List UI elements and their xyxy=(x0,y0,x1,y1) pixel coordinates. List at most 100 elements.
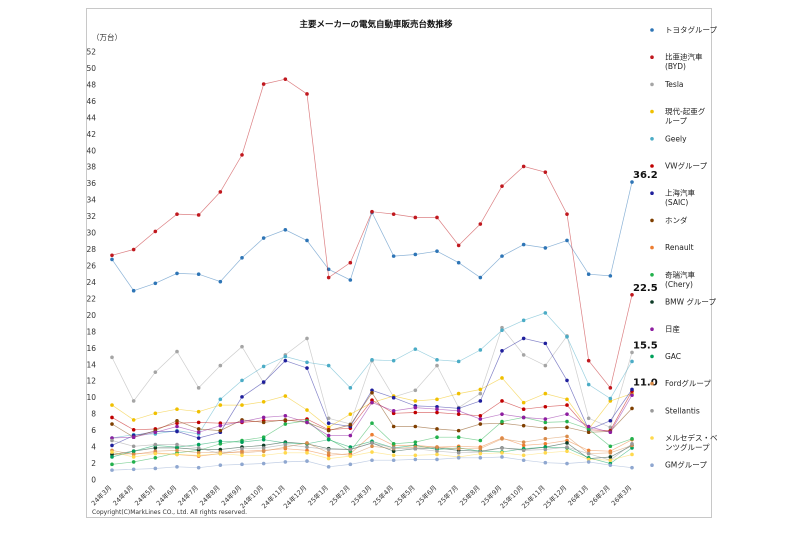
data-point xyxy=(131,418,136,422)
y-tick-label: 52 xyxy=(86,48,96,57)
data-point xyxy=(305,366,309,370)
legend-label: Fordグループ xyxy=(665,378,711,388)
x-tick-label: 24年6月 xyxy=(154,483,178,507)
data-point xyxy=(153,455,158,460)
data-point xyxy=(348,462,353,467)
data-point xyxy=(370,421,374,426)
data-point xyxy=(391,395,396,400)
legend-marker xyxy=(650,463,654,468)
data-point xyxy=(608,399,613,403)
data-point xyxy=(500,348,504,353)
data-point xyxy=(110,452,114,457)
y-tick-label: 4 xyxy=(91,443,96,452)
data-point xyxy=(153,449,158,453)
data-point xyxy=(370,432,374,437)
legend-label: VWグループ xyxy=(665,161,708,171)
legend-marker xyxy=(650,55,654,59)
data-point xyxy=(370,444,374,449)
data-point xyxy=(261,364,266,369)
data-point xyxy=(153,446,158,450)
data-point xyxy=(478,422,483,426)
legend-label: 上海汽車 xyxy=(665,188,695,198)
data-point xyxy=(500,376,504,380)
data-point xyxy=(218,463,223,467)
data-point xyxy=(478,275,483,280)
data-point xyxy=(391,458,396,463)
y-tick-label: 18 xyxy=(86,327,96,336)
data-point xyxy=(348,412,353,416)
data-point xyxy=(131,455,136,459)
data-point xyxy=(175,271,179,276)
data-point xyxy=(586,382,591,387)
data-point xyxy=(478,348,483,352)
data-point xyxy=(543,437,548,441)
data-point xyxy=(240,440,244,444)
data-point xyxy=(543,445,548,449)
data-point xyxy=(565,461,569,466)
data-point xyxy=(196,451,201,455)
data-point xyxy=(608,430,613,435)
y-tick-label: 46 xyxy=(86,97,96,106)
data-point xyxy=(521,448,526,453)
data-point xyxy=(391,254,396,258)
data-point xyxy=(305,238,309,243)
data-point xyxy=(240,419,244,424)
data-point xyxy=(305,420,309,425)
y-tick-label: 2 xyxy=(91,459,96,468)
y-tick-label: 36 xyxy=(86,179,96,188)
data-point xyxy=(500,254,504,258)
y-tick-label: 42 xyxy=(86,130,96,139)
data-point xyxy=(110,436,114,440)
data-point xyxy=(175,452,179,457)
data-point xyxy=(131,435,136,440)
data-point xyxy=(391,212,396,216)
data-point xyxy=(240,255,244,260)
y-tick-label: 30 xyxy=(86,229,96,238)
x-tick-label: 25年3月 xyxy=(349,483,373,507)
data-point xyxy=(153,411,158,416)
legend-label: Geely xyxy=(665,134,687,143)
data-point xyxy=(478,399,483,403)
data-point xyxy=(435,452,439,457)
data-point xyxy=(110,462,114,467)
legend-label: トヨタグループ xyxy=(665,25,718,35)
data-point xyxy=(153,466,158,471)
data-point xyxy=(586,424,591,429)
data-point xyxy=(240,344,244,349)
data-point xyxy=(240,378,244,383)
y-tick-label: 48 xyxy=(86,80,96,89)
data-point xyxy=(478,455,483,460)
data-point xyxy=(261,437,266,442)
data-point xyxy=(565,403,569,407)
data-point xyxy=(500,446,504,450)
x-tick-label: 25年8月 xyxy=(457,483,481,507)
data-point xyxy=(478,414,483,418)
legend-marker xyxy=(650,28,654,32)
data-point xyxy=(153,229,158,234)
data-point xyxy=(326,465,331,469)
data-point xyxy=(391,358,396,363)
data-point xyxy=(305,448,309,453)
data-point xyxy=(218,363,223,368)
x-tick-label: 24年7月 xyxy=(176,483,200,507)
data-point xyxy=(478,438,483,443)
data-point xyxy=(175,442,179,447)
data-point xyxy=(435,449,439,453)
data-point xyxy=(608,463,613,467)
data-point xyxy=(153,281,158,286)
data-point xyxy=(283,414,288,418)
data-point xyxy=(478,387,483,392)
data-point xyxy=(435,410,439,415)
legend-label: Renault xyxy=(665,243,694,252)
x-tick-label: 25年1月 xyxy=(306,483,330,507)
data-point xyxy=(586,460,591,464)
data-point xyxy=(413,453,418,458)
data-point xyxy=(565,397,569,402)
data-point xyxy=(370,398,374,402)
data-point xyxy=(240,453,244,458)
data-point xyxy=(175,212,179,216)
data-point xyxy=(565,238,569,243)
data-point xyxy=(521,453,526,458)
data-point xyxy=(478,391,483,396)
data-point xyxy=(413,410,418,415)
